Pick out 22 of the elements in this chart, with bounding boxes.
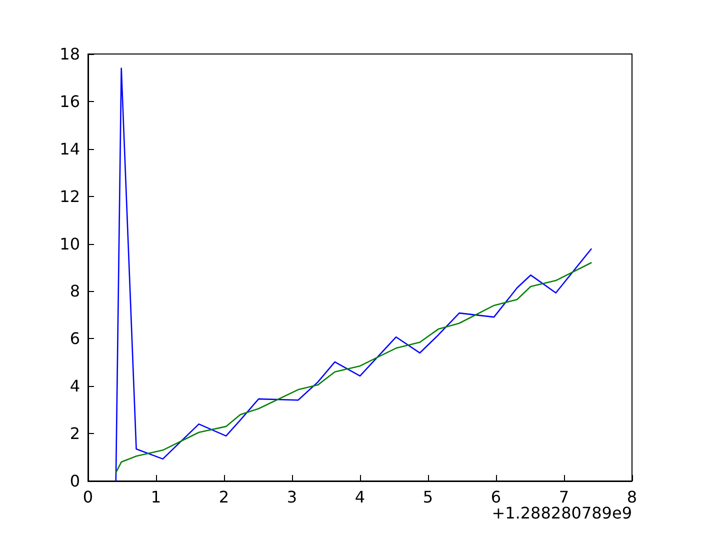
y-tick-label: 6 bbox=[70, 329, 80, 348]
y-tick-label: 4 bbox=[70, 376, 80, 396]
x-tick-label: 2 bbox=[218, 488, 230, 506]
line-series bbox=[115, 68, 592, 482]
x-tick-label: 7 bbox=[558, 488, 570, 506]
y-tick-label: 10 bbox=[60, 234, 80, 254]
x-tick-label: 3 bbox=[286, 488, 298, 506]
y-tick-label: 16 bbox=[60, 92, 80, 111]
y-tick-label: 8 bbox=[70, 282, 80, 301]
line-series bbox=[115, 262, 592, 474]
y-tick-label: 0 bbox=[70, 472, 80, 490]
x-tick-label: 6 bbox=[490, 488, 502, 506]
y-tick-label: 14 bbox=[60, 139, 80, 158]
x-tick-label: 4 bbox=[354, 488, 366, 506]
x-tick-label: 5 bbox=[422, 488, 434, 506]
x-tick-label: 0 bbox=[82, 488, 94, 506]
x-axis-title: +1.288280789e9 bbox=[492, 504, 632, 522]
y-tick-label: 12 bbox=[60, 186, 80, 206]
y-tick-label: 2 bbox=[70, 424, 80, 444]
y-tick-label: 18 bbox=[60, 44, 80, 64]
x-tick-label: 1 bbox=[150, 488, 162, 506]
x-tick-label: 8 bbox=[626, 488, 638, 506]
